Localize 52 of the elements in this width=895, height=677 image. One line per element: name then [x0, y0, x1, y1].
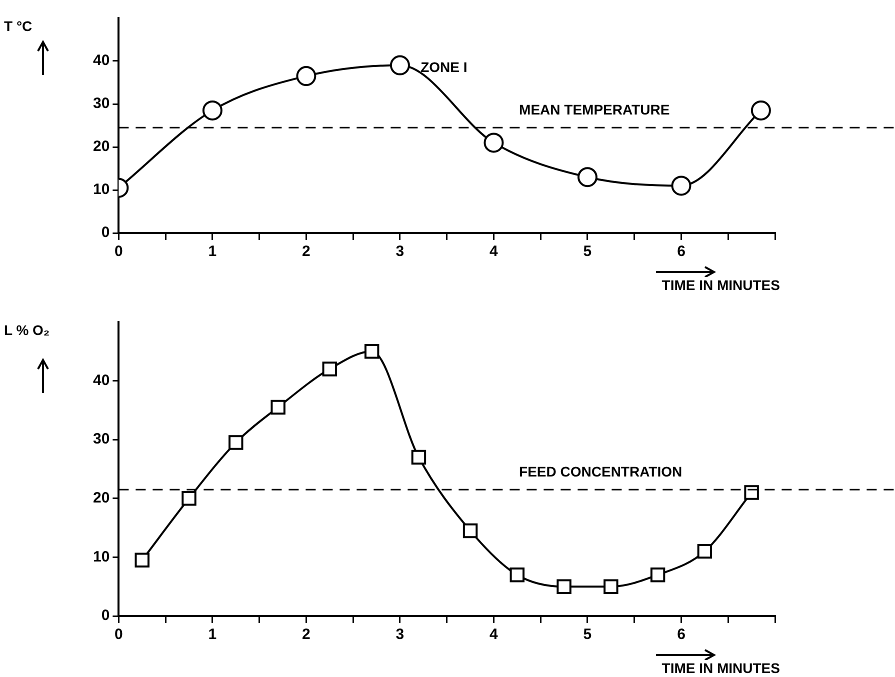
x-axis-title: TIME IN MINUTES [662, 276, 780, 293]
point [202, 100, 222, 120]
y-tick-label: 10 [92, 181, 110, 198]
x-tick-label: 3 [396, 626, 404, 644]
point [296, 66, 316, 86]
point [182, 491, 196, 506]
x-tick-label: 3 [396, 243, 404, 260]
point [390, 55, 410, 76]
point [650, 567, 666, 582]
y-tick-label: 30 [92, 95, 110, 112]
y-axis-title: L % O₂ [4, 322, 50, 338]
point [744, 485, 759, 500]
y-axis-title: T °C [4, 18, 32, 34]
x-tick-label: 6 [677, 243, 686, 260]
y-tick-label: 0 [101, 224, 110, 242]
point [411, 450, 426, 465]
point [484, 132, 504, 153]
ref-line-label: MEAN TEMPERATURE [519, 102, 670, 118]
x-tick-label: 0 [114, 243, 123, 260]
x-tick-label: 1 [208, 243, 217, 260]
x-tick-label: 5 [583, 626, 592, 644]
x-axis-title: TIME IN MINUTES [662, 660, 780, 676]
x-tick-label: 6 [677, 626, 686, 644]
y-tick-label: 20 [92, 138, 110, 156]
ref-line-label: FEED CONCENTRATION [519, 463, 682, 480]
x-tick-label: 1 [208, 626, 217, 644]
annotation: ZONE I [420, 58, 468, 75]
point [270, 400, 286, 415]
point [697, 544, 712, 559]
point [134, 552, 150, 568]
point [364, 344, 380, 359]
y-tick-label: 40 [92, 372, 110, 389]
y-tick-label: 0 [101, 607, 110, 624]
x-tick-label: 0 [114, 626, 123, 644]
point [671, 176, 692, 196]
point [228, 435, 244, 450]
point [510, 567, 525, 582]
y-tick-label: 10 [92, 548, 110, 566]
y-tick-label: 20 [92, 490, 110, 507]
point [604, 579, 618, 594]
x-tick-label: 4 [490, 626, 499, 644]
y-tick-label: 30 [92, 430, 110, 448]
x-tick-label: 5 [583, 243, 592, 260]
x-tick-label: 2 [302, 243, 310, 260]
x-tick-label: 4 [490, 243, 499, 260]
point [750, 100, 771, 120]
point [577, 167, 598, 188]
point [322, 362, 338, 376]
point [556, 579, 572, 594]
x-tick-label: 2 [302, 626, 310, 644]
point [462, 523, 478, 538]
y-tick-label: 40 [92, 52, 110, 70]
